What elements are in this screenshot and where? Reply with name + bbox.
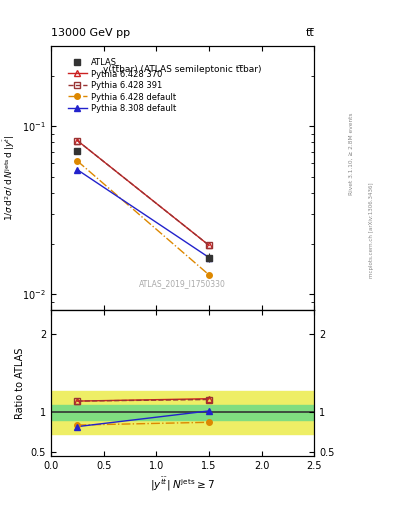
Text: y(tt̅bar) (ATLAS semileptonic tt̅bar): y(tt̅bar) (ATLAS semileptonic tt̅bar) bbox=[103, 65, 262, 74]
Text: ATLAS_2019_I1750330: ATLAS_2019_I1750330 bbox=[139, 280, 226, 288]
Text: mcplots.cern.ch [arXiv:1306.3436]: mcplots.cern.ch [arXiv:1306.3436] bbox=[369, 183, 374, 278]
Legend: ATLAS, Pythia 6.428 370, Pythia 6.428 391, Pythia 6.428 default, Pythia 8.308 de: ATLAS, Pythia 6.428 370, Pythia 6.428 39… bbox=[66, 55, 178, 116]
Text: Rivet 3.1.10, ≥ 2.8M events: Rivet 3.1.10, ≥ 2.8M events bbox=[349, 112, 354, 195]
Bar bbox=[51, 391, 314, 434]
Bar bbox=[51, 404, 314, 420]
Text: tt̅: tt̅ bbox=[306, 28, 314, 38]
Y-axis label: $1/\sigma\,\mathrm{d}^2\sigma/\,\mathrm{d}\,N^\mathrm{jets}\,\mathrm{d}\,|y^{\ba: $1/\sigma\,\mathrm{d}^2\sigma/\,\mathrm{… bbox=[1, 135, 17, 221]
Y-axis label: Ratio to ATLAS: Ratio to ATLAS bbox=[15, 347, 25, 419]
X-axis label: $|y^{\bar{t}\bar{t}}|\;N^\mathrm{jets} \geq 7$: $|y^{\bar{t}\bar{t}}|\;N^\mathrm{jets} \… bbox=[150, 476, 215, 494]
Text: 13000 GeV pp: 13000 GeV pp bbox=[51, 28, 130, 38]
